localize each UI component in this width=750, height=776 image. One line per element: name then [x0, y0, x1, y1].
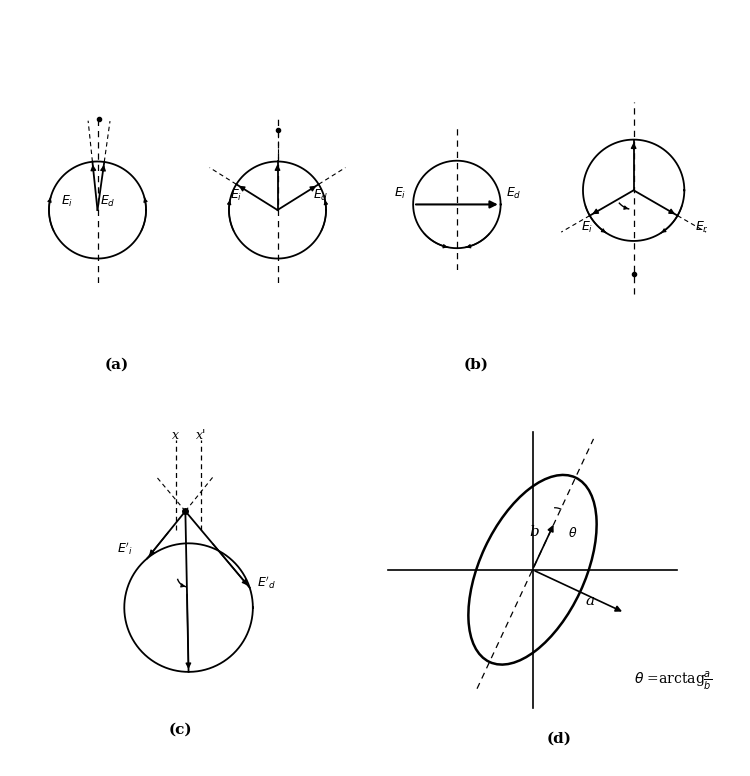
Text: $E_i$: $E_i$: [230, 189, 242, 203]
Text: $E_d$: $E_d$: [314, 189, 329, 203]
Text: (b): (b): [464, 358, 489, 372]
Text: b: b: [529, 525, 538, 539]
Text: (a): (a): [104, 358, 128, 372]
Text: $E'_i$: $E'_i$: [117, 541, 133, 557]
Text: (d): (d): [546, 732, 572, 746]
Text: $E_d$: $E_d$: [100, 194, 116, 210]
Text: $\theta$ =arctag$\frac{a}{b}$: $\theta$ =arctag$\frac{a}{b}$: [634, 670, 712, 692]
Text: $E'_d$: $E'_d$: [257, 574, 277, 591]
Text: x: x: [172, 429, 179, 442]
Text: $E_i$: $E_i$: [62, 194, 74, 210]
Text: $E_r$: $E_r$: [695, 220, 709, 235]
Text: x': x': [196, 429, 206, 442]
Text: $E_i$: $E_i$: [581, 220, 593, 235]
Text: a: a: [585, 594, 594, 608]
Text: $\theta$: $\theta$: [568, 525, 578, 539]
Text: (c): (c): [168, 722, 192, 736]
Text: $E_i$: $E_i$: [394, 185, 406, 201]
Text: $E_d$: $E_d$: [506, 185, 521, 201]
